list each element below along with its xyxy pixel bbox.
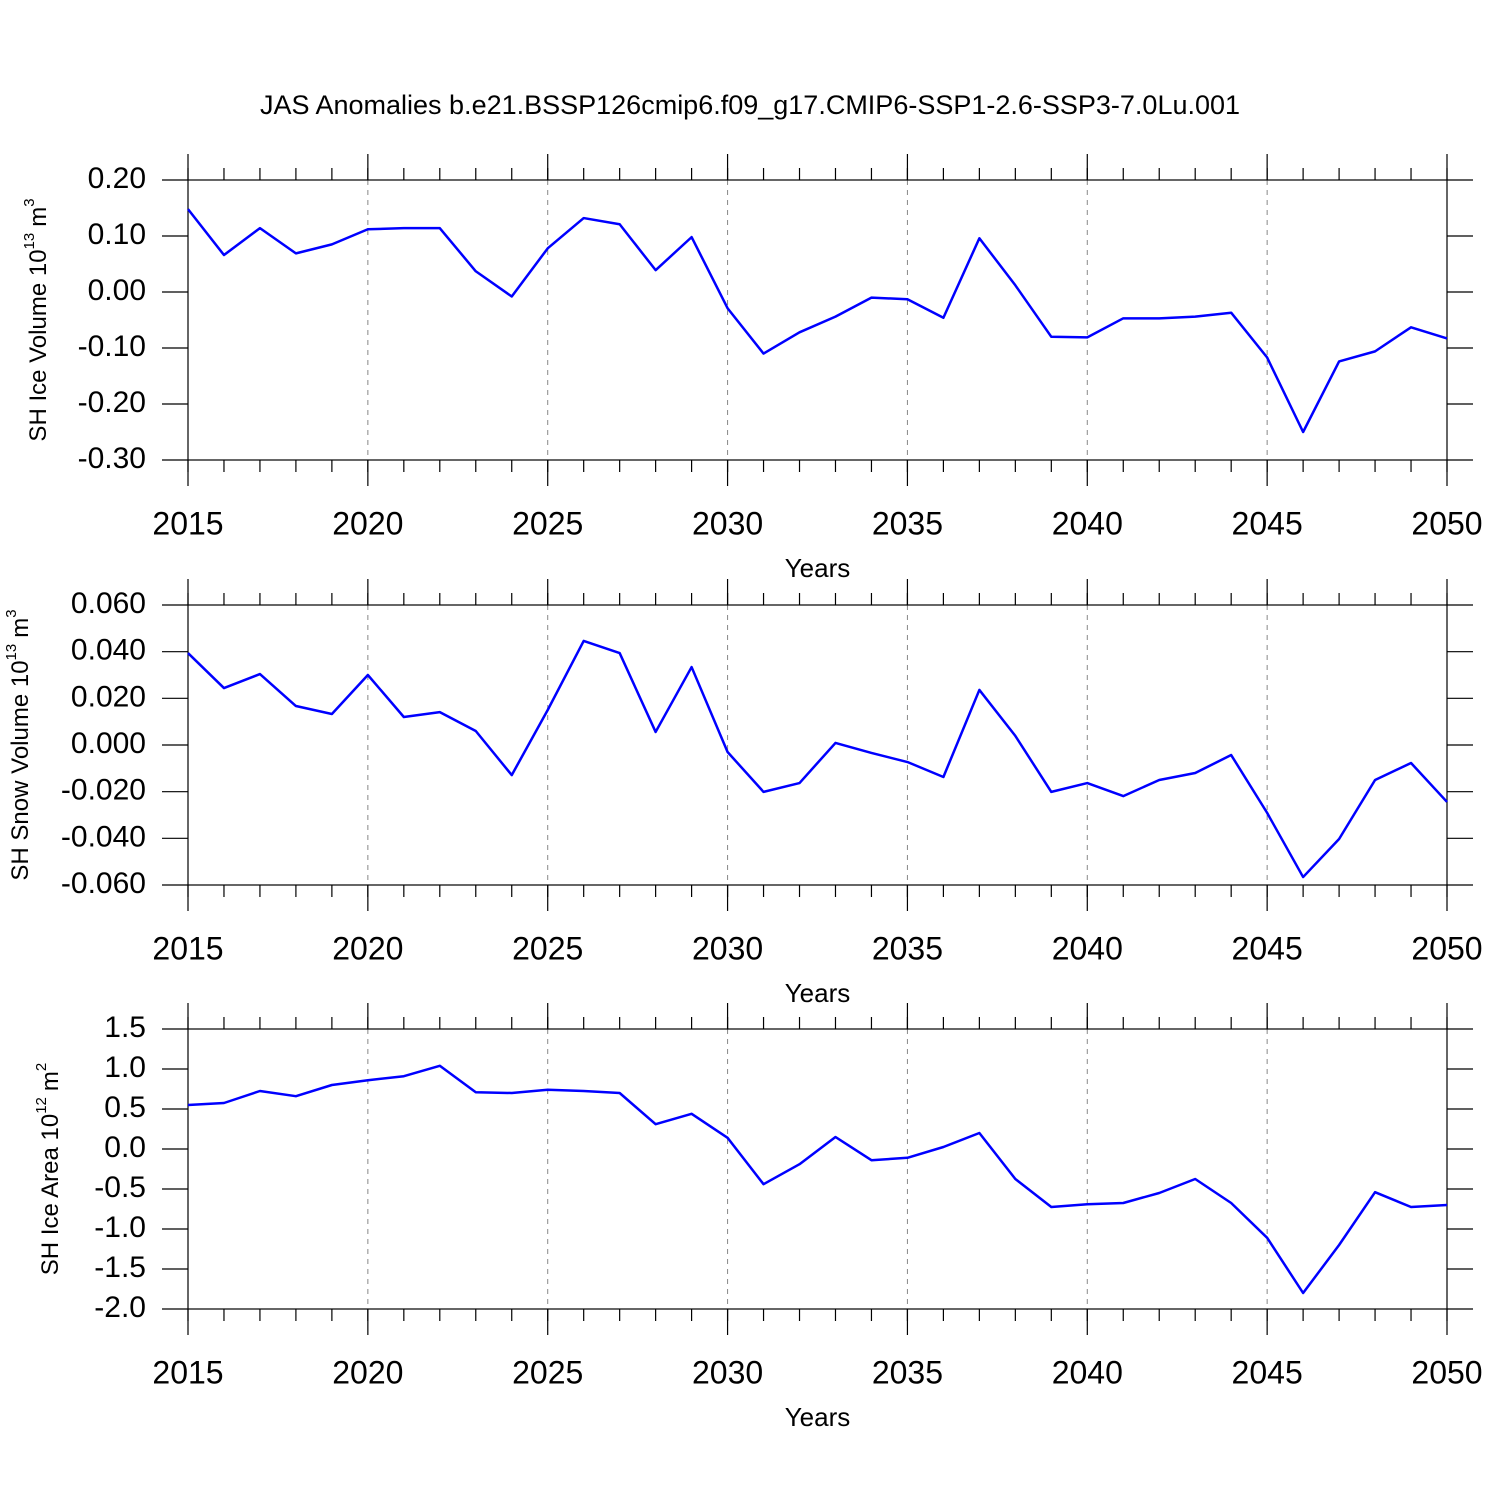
y-tick-label: -0.040 (61, 820, 146, 853)
x-tick-label: 2025 (512, 930, 583, 966)
x-tick-label: 2020 (332, 930, 403, 966)
x-tick-label: 2020 (332, 1354, 403, 1390)
y-tick-label: 1.5 (104, 1011, 146, 1044)
y-tick-label: 0.040 (71, 634, 146, 667)
x-tick-label: 2030 (692, 930, 763, 966)
y-axis-label: SH Ice Area 1012 m2 (33, 1063, 64, 1275)
y-tick-label: -0.30 (78, 442, 146, 475)
x-tick-label: 2050 (1411, 505, 1482, 541)
x-tick-label: 2035 (872, 505, 943, 541)
x-tick-label: 2015 (152, 930, 223, 966)
y-tick-label: -0.20 (78, 386, 146, 419)
y-label-text: SH Ice Area 10 (37, 1114, 64, 1275)
y-tick-label: -0.5 (94, 1171, 146, 1204)
x-tick-label: 2050 (1411, 930, 1482, 966)
x-tick-label: 2035 (872, 1354, 943, 1390)
x-tick-label: 2040 (1052, 930, 1123, 966)
y-tick-label: 1.0 (104, 1051, 146, 1084)
y-label-unit-exponent: 2 (33, 1063, 50, 1071)
data-line (187, 1064, 1448, 1295)
y-tick-label: -0.10 (78, 330, 146, 363)
y-label-unit-exponent: 3 (3, 609, 20, 617)
y-tick-label: 0.020 (71, 680, 146, 713)
plot-frame (187, 604, 1448, 886)
x-axis-label: Years (785, 553, 851, 583)
y-label-exponent: 13 (3, 644, 20, 661)
y-axis-label: SH Ice Volume 1013 m3 (21, 198, 52, 441)
x-tick-label: 2020 (332, 505, 403, 541)
panel: 2015 2020 2025 2030 2035 2040 2045 2050 0.060 0.0… (3, 579, 1483, 1008)
y-tick-label: 0.0 (104, 1131, 146, 1164)
y-label-exponent: 13 (21, 233, 38, 250)
y-tick-label: -1.0 (94, 1211, 146, 1244)
y-tick-label: -0.060 (61, 867, 146, 900)
x-tick-label: 2045 (1232, 505, 1303, 541)
figure-title: JAS Anomalies b.e21.BSSP126cmip6.f09_g17… (260, 90, 1240, 120)
x-tick-label: 2045 (1232, 930, 1303, 966)
y-label-unit: m (7, 618, 34, 638)
x-tick-label: 2030 (692, 1354, 763, 1390)
y-tick-label: -2.0 (94, 1291, 146, 1324)
y-label-unit: m (37, 1071, 64, 1091)
data-line (187, 208, 1448, 434)
y-label-text: SH Ice Volume 10 (25, 249, 52, 441)
x-tick-label: 2025 (512, 505, 583, 541)
x-axis-label: Years (785, 1402, 851, 1432)
data-line (187, 639, 1448, 879)
panel: 2015 2020 2025 2030 2035 2040 2045 2050 1.5 1.0 0.… (33, 1003, 1483, 1432)
y-tick-label: 0.060 (71, 587, 146, 620)
y-tick-label: 0.5 (104, 1091, 146, 1124)
y-tick-label: 0.00 (88, 274, 146, 307)
y-tick-label: 0.10 (88, 218, 146, 251)
x-tick-label: 2030 (692, 505, 763, 541)
y-tick-label: -1.5 (94, 1251, 146, 1284)
y-label-text: SH Snow Volume 10 (7, 660, 34, 880)
x-tick-label: 2015 (152, 505, 223, 541)
y-tick-label: -0.020 (61, 774, 146, 807)
x-axis-label: Years (785, 978, 851, 1008)
x-tick-label: 2040 (1052, 505, 1123, 541)
x-tick-label: 2015 (152, 1354, 223, 1390)
plot-frame (187, 179, 1448, 461)
x-tick-label: 2045 (1232, 1354, 1303, 1390)
y-label-unit: m (25, 207, 52, 227)
x-tick-label: 2025 (512, 1354, 583, 1390)
y-tick-label: 0.20 (88, 162, 146, 195)
panel: 2015 2020 2025 2030 2035 2040 2045 2050 0.20 0.10… (21, 154, 1483, 583)
y-tick-label: 0.000 (71, 727, 146, 760)
x-tick-label: 2040 (1052, 1354, 1123, 1390)
y-label-exponent: 12 (33, 1097, 50, 1114)
plot-frame (187, 1028, 1448, 1310)
x-tick-label: 2035 (872, 930, 943, 966)
y-label-unit-exponent: 3 (21, 198, 38, 206)
y-axis-label: SH Snow Volume 1013 m3 (3, 609, 34, 880)
x-tick-label: 2050 (1411, 1354, 1482, 1390)
